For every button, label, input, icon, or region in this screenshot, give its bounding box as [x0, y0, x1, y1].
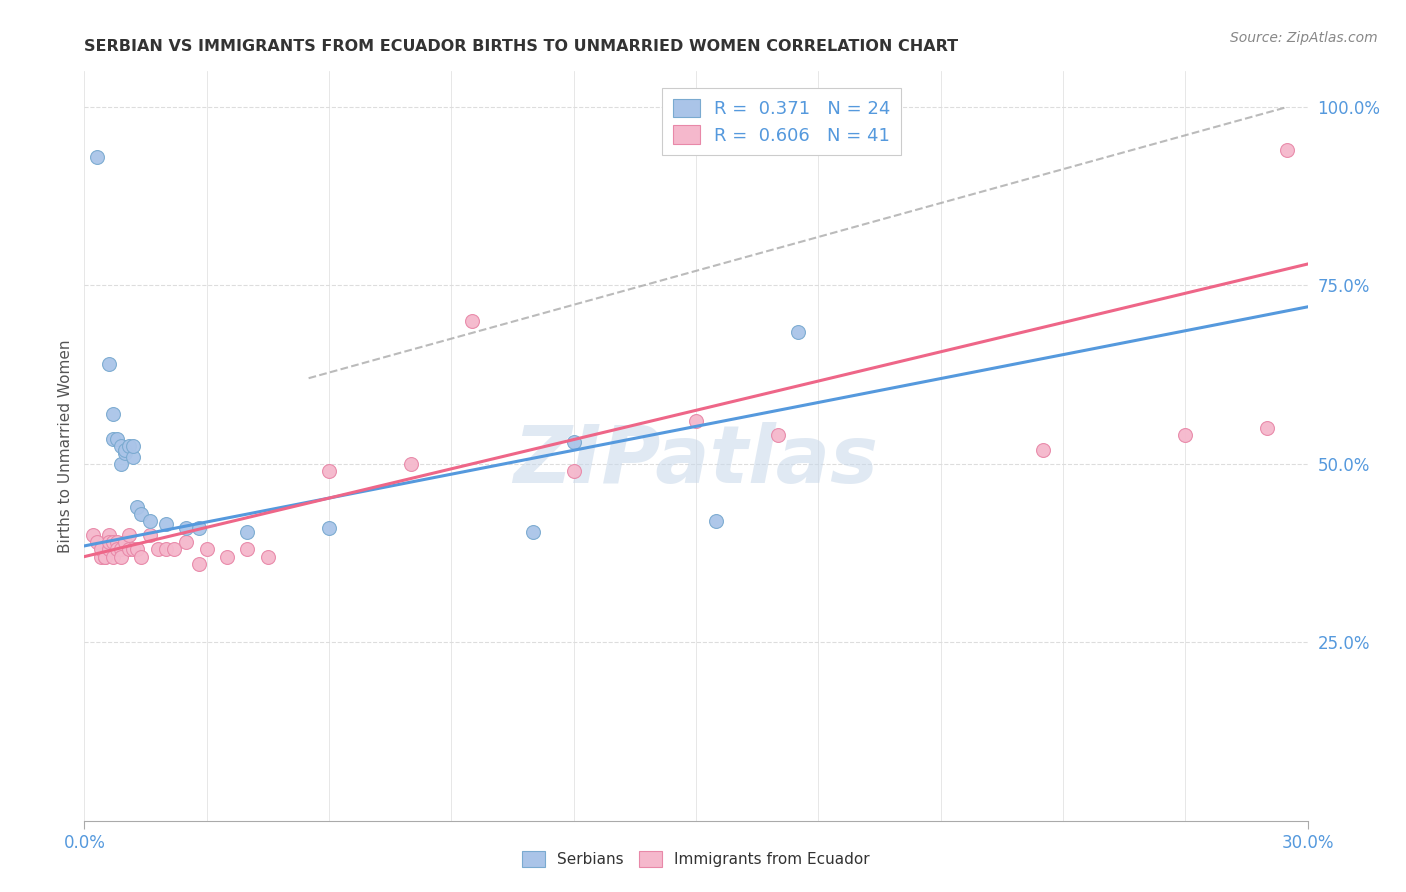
- Point: [114, 442, 136, 457]
- Point: [1032, 442, 1054, 457]
- Point: [118, 542, 141, 557]
- Point: [174, 535, 197, 549]
- Point: [105, 432, 128, 446]
- Point: [110, 457, 132, 471]
- Point: [86, 535, 108, 549]
- Point: [138, 514, 160, 528]
- Y-axis label: Births to Unmarried Women: Births to Unmarried Women: [58, 339, 73, 553]
- Point: [146, 542, 169, 557]
- Point: [138, 528, 160, 542]
- Point: [1174, 428, 1197, 442]
- Point: [163, 542, 186, 557]
- Point: [101, 535, 124, 549]
- Point: [131, 549, 153, 564]
- Point: [706, 514, 728, 528]
- Point: [685, 414, 707, 428]
- Point: [82, 528, 104, 542]
- Point: [217, 549, 239, 564]
- Point: [155, 542, 177, 557]
- Point: [318, 464, 340, 478]
- Point: [105, 542, 128, 557]
- Point: [93, 549, 115, 564]
- Point: [131, 507, 153, 521]
- Point: [766, 428, 789, 442]
- Point: [122, 439, 145, 453]
- Point: [122, 542, 145, 557]
- Point: [118, 439, 141, 453]
- Point: [86, 150, 108, 164]
- Point: [101, 549, 124, 564]
- Text: ZIPatlas: ZIPatlas: [513, 422, 879, 500]
- Point: [1277, 143, 1299, 157]
- Point: [97, 357, 120, 371]
- Point: [114, 446, 136, 460]
- Point: [105, 535, 128, 549]
- Point: [93, 549, 115, 564]
- Point: [90, 549, 112, 564]
- Point: [461, 314, 484, 328]
- Point: [118, 528, 141, 542]
- Point: [101, 432, 124, 446]
- Point: [122, 450, 145, 464]
- Point: [187, 521, 209, 535]
- Point: [562, 435, 585, 450]
- Text: SERBIAN VS IMMIGRANTS FROM ECUADOR BIRTHS TO UNMARRIED WOMEN CORRELATION CHART: SERBIAN VS IMMIGRANTS FROM ECUADOR BIRTH…: [84, 38, 959, 54]
- Point: [187, 557, 209, 571]
- Point: [562, 464, 585, 478]
- Point: [101, 407, 124, 421]
- Point: [127, 500, 149, 514]
- Point: [236, 542, 259, 557]
- Point: [522, 524, 544, 539]
- Point: [97, 535, 120, 549]
- Text: Source: ZipAtlas.com: Source: ZipAtlas.com: [1230, 31, 1378, 45]
- Point: [399, 457, 422, 471]
- Point: [174, 521, 197, 535]
- Point: [97, 542, 120, 557]
- Point: [257, 549, 280, 564]
- Point: [110, 439, 132, 453]
- Point: [127, 542, 149, 557]
- Point: [1256, 421, 1278, 435]
- Point: [787, 325, 810, 339]
- Point: [236, 524, 259, 539]
- Point: [110, 542, 132, 557]
- Point: [90, 542, 112, 557]
- Point: [97, 528, 120, 542]
- Point: [318, 521, 340, 535]
- Legend: Serbians, Immigrants from Ecuador: Serbians, Immigrants from Ecuador: [516, 845, 876, 873]
- Point: [195, 542, 218, 557]
- Point: [110, 549, 132, 564]
- Point: [155, 517, 177, 532]
- Point: [114, 535, 136, 549]
